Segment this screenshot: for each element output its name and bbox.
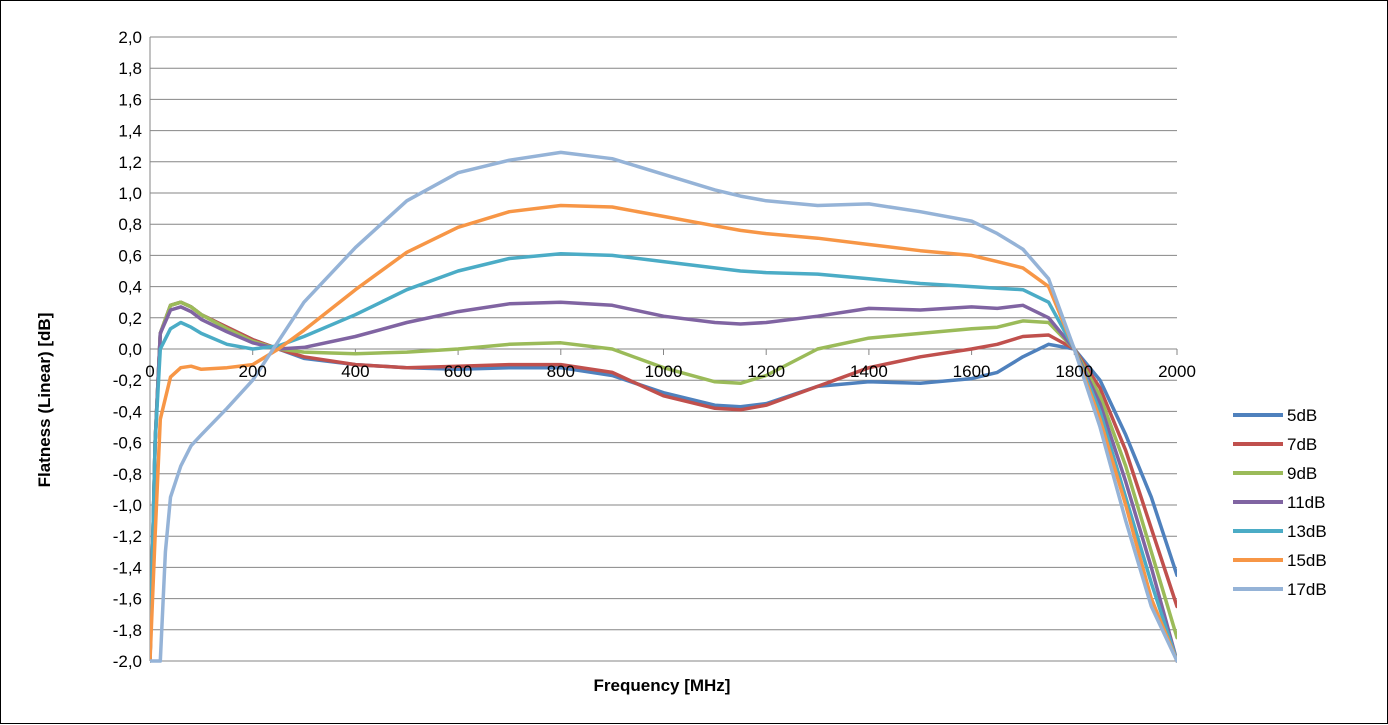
x-tick-label: 1400 xyxy=(850,362,888,381)
y-tick-label: 0,2 xyxy=(118,309,142,328)
legend-label-15dB: 15dB xyxy=(1287,551,1327,570)
legend-label-9dB: 9dB xyxy=(1287,464,1317,483)
y-tick-label: -0,8 xyxy=(113,465,142,484)
series-line-9dB xyxy=(150,300,1177,663)
x-axis-title: Frequency [MHz] xyxy=(594,676,731,695)
y-tick-label: -1,0 xyxy=(113,496,142,515)
axes xyxy=(149,37,1178,661)
y-tick-label: 1,0 xyxy=(118,184,142,203)
y-tick-label: -1,6 xyxy=(113,590,142,609)
x-tick-label: 2000 xyxy=(1158,362,1196,381)
series-line-13dB xyxy=(150,252,1177,663)
y-tick-label: -0,4 xyxy=(113,402,142,421)
tick-labels: 2,0 1,8 1,6 1,4 1,2 1,0 0,8 0,6 0,4 0,2 0,0 -0,2 -0,… xyxy=(113,28,1196,671)
plot-area xyxy=(150,150,1177,663)
legend-label-17dB: 17dB xyxy=(1287,580,1327,599)
y-tick-label: -1,8 xyxy=(113,621,142,640)
x-tick-label: 1000 xyxy=(645,362,683,381)
y-tick-label: -0,6 xyxy=(113,434,142,453)
series-line-17dB xyxy=(150,150,1177,663)
y-tick-label: 0,0 xyxy=(118,340,142,359)
x-tick-label: 1200 xyxy=(747,362,785,381)
x-tick-label: 200 xyxy=(239,362,267,381)
y-tick-label: 0,8 xyxy=(118,215,142,234)
y-tick-label: 1,8 xyxy=(118,59,142,78)
legend-label-13dB: 13dB xyxy=(1287,522,1327,541)
x-tick-label: 1600 xyxy=(953,362,991,381)
legend-label-7dB: 7dB xyxy=(1287,435,1317,454)
y-tick-label: 1,6 xyxy=(118,90,142,109)
y-tick-label: 0,6 xyxy=(118,246,142,265)
x-tick-label: 400 xyxy=(341,362,369,381)
y-tick-label: -1,2 xyxy=(113,527,142,546)
x-tick-label: 600 xyxy=(444,362,472,381)
legend-label-11dB: 11dB xyxy=(1287,493,1325,512)
legend-label-5dB: 5dB xyxy=(1287,406,1317,425)
y-tick-label: -2,0 xyxy=(113,652,142,671)
y-tick-label: 1,2 xyxy=(118,153,142,172)
y-tick-label: 1,4 xyxy=(118,122,142,141)
x-tick-label: 800 xyxy=(547,362,575,381)
y-tick-label: -0,2 xyxy=(113,371,142,390)
y-axis-title: Flatness (Linear) [dB] xyxy=(35,313,54,488)
series-line-15dB xyxy=(150,203,1177,663)
x-tick-label: 1800 xyxy=(1055,362,1093,381)
y-tick-label: 2,0 xyxy=(118,28,142,47)
series-line-11dB xyxy=(150,300,1177,663)
y-tick-label: 0,4 xyxy=(118,278,142,297)
x-tick-label: 0 xyxy=(145,362,154,381)
y-tick-label: -1,4 xyxy=(113,558,142,577)
legend: 5dB 7dB 9dB 11dB 13dB 15dB 17dB xyxy=(1233,406,1327,599)
